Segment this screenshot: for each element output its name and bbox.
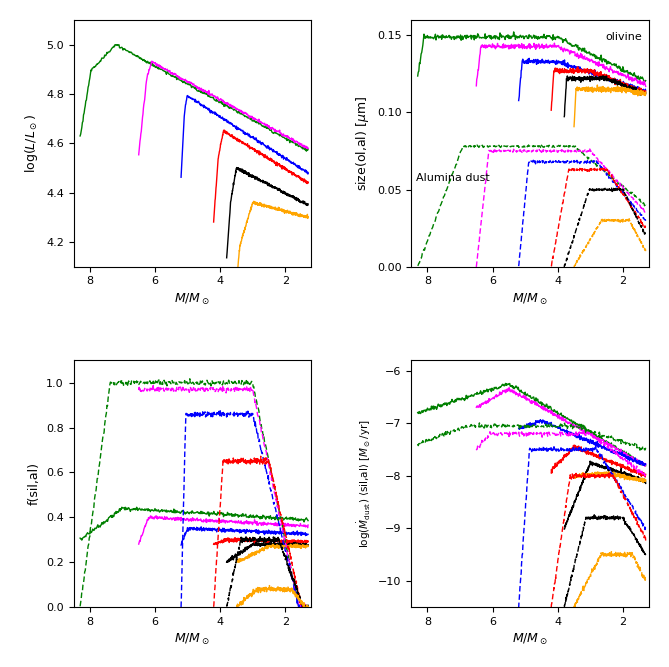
X-axis label: $M/M_\odot$: $M/M_\odot$: [175, 632, 211, 648]
X-axis label: $M/M_\odot$: $M/M_\odot$: [512, 292, 548, 307]
Text: Alumina dust: Alumina dust: [416, 173, 490, 183]
Y-axis label: f(sil,al): f(sil,al): [27, 462, 41, 505]
Y-axis label: size(ol,al) [$\mu$m]: size(ol,al) [$\mu$m]: [355, 96, 371, 191]
Y-axis label: $\log(L/L_\odot)$: $\log(L/L_\odot)$: [23, 114, 40, 173]
X-axis label: $M/M_\odot$: $M/M_\odot$: [175, 292, 211, 307]
Text: olivine: olivine: [605, 32, 642, 42]
X-axis label: $M/M_\odot$: $M/M_\odot$: [512, 632, 548, 648]
Y-axis label: $\log(\dot{M}_\mathrm{dust})$ $\langle$sil,al$\rangle$ [$M_\odot$/yr]: $\log(\dot{M}_\mathrm{dust})$ $\langle$s…: [355, 420, 373, 548]
